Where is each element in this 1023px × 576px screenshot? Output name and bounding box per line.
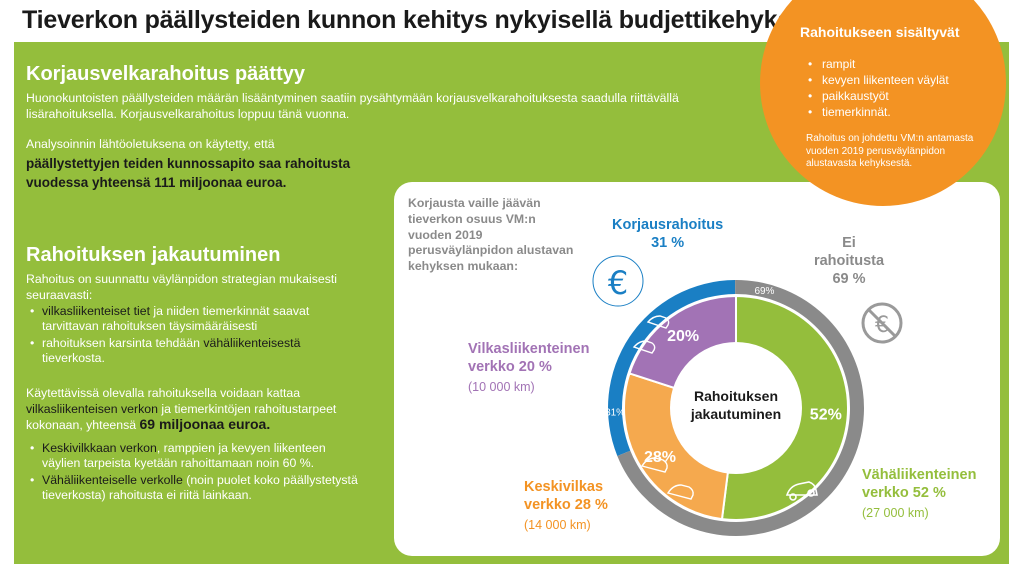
bullet-low-network: Vähäliikenteiselle verkolle (noin puolet…: [30, 473, 360, 503]
outer-segment: [608, 280, 736, 456]
donut-hole: [670, 342, 802, 474]
included-note: Rahoitus on johdettu VM:n antamasta vuod…: [806, 133, 974, 169]
included-item: tiemerkinnät.: [808, 104, 949, 120]
funding-summary: Käytettävissä olevalla rahoituksella voi…: [26, 386, 337, 432]
car-icon: [640, 457, 694, 500]
included-item: paikkaustyöt: [808, 88, 949, 104]
label-medium-network: Keskivilkas verkko 28 % (14 000 km): [524, 479, 608, 532]
section-heading-repair-debt: Korjausvelkarahoitus päättyy: [26, 63, 305, 85]
assumption-intro: Analysoinnin lähtöoletuksena on käytetty…: [26, 137, 275, 151]
no-euro-icon: €: [858, 299, 906, 347]
center-label-line2: jakautuminen: [690, 406, 781, 422]
repair-debt-paragraph: Huonokuntoisten päällysteiden määrän lis…: [26, 91, 679, 121]
inner-segment-label: 52%: [810, 407, 842, 424]
bullet-medium-network: Keskivilkkaan verkon, ramppien ja kevyen…: [30, 441, 360, 471]
section-heading-distribution: Rahoituksen jakautuminen: [26, 244, 281, 266]
inner-segment-label: 28%: [644, 449, 676, 466]
distribution-intro: Rahoitus on suunnattu väylänpidon strate…: [26, 272, 338, 302]
distribution-bullets: vilkasliikenteiset tiet ja niiden tiemer…: [30, 304, 360, 368]
network-bullets: Keskivilkkaan verkon, ramppien ja kevyen…: [30, 441, 360, 505]
page-title: Tieverkon päällysteiden kunnon kehitys n…: [22, 6, 832, 34]
included-title: Rahoitukseen sisältyvät: [800, 24, 960, 40]
outer-segment-label: 31%: [605, 408, 625, 419]
inner-segment-label: 20%: [667, 328, 699, 345]
included-item: kevyen liikenteen väylät: [808, 72, 949, 88]
assumption-bold-line2: vuodessa yhteensä 111 miljoonaa euroa.: [26, 175, 287, 190]
center-label-line1: Rahoituksen: [694, 388, 778, 404]
euro-icon: €: [592, 255, 644, 307]
inner-ring: 52% 28% 20%: [623, 294, 849, 521]
car-icon: [785, 481, 818, 501]
assumption-bold-line1: päällystettyjen teiden kunnossapito saa …: [26, 156, 351, 171]
car-icon: [632, 315, 670, 354]
chart-note: Korjausta vaille jäävän tieverkon osuus …: [408, 196, 574, 274]
svg-text:€: €: [608, 264, 628, 302]
included-item: rampit: [808, 56, 949, 72]
label-no-funding: Ei rahoitusta 69 %: [813, 235, 885, 287]
bullet-cut-low-traffic: rahoituksen karsinta tehdään vähäliikent…: [30, 336, 360, 366]
included-list: rampit kevyen liikenteen väylät paikkaus…: [808, 56, 949, 120]
label-low-network: Vähäliikenteinen verkko 52 % (27 000 km): [862, 467, 977, 520]
bullet-busy-roads: vilkasliikenteiset tiet ja niiden tiemer…: [30, 304, 360, 334]
label-busy-network: Vilkasliikenteinen verkko 20 % (10 000 k…: [468, 341, 590, 394]
label-repair-funding: Korjausrahoitus 31 %: [612, 217, 724, 251]
outer-segment-label: 69%: [754, 286, 774, 297]
outer-ring: 31% 69%: [605, 280, 864, 537]
